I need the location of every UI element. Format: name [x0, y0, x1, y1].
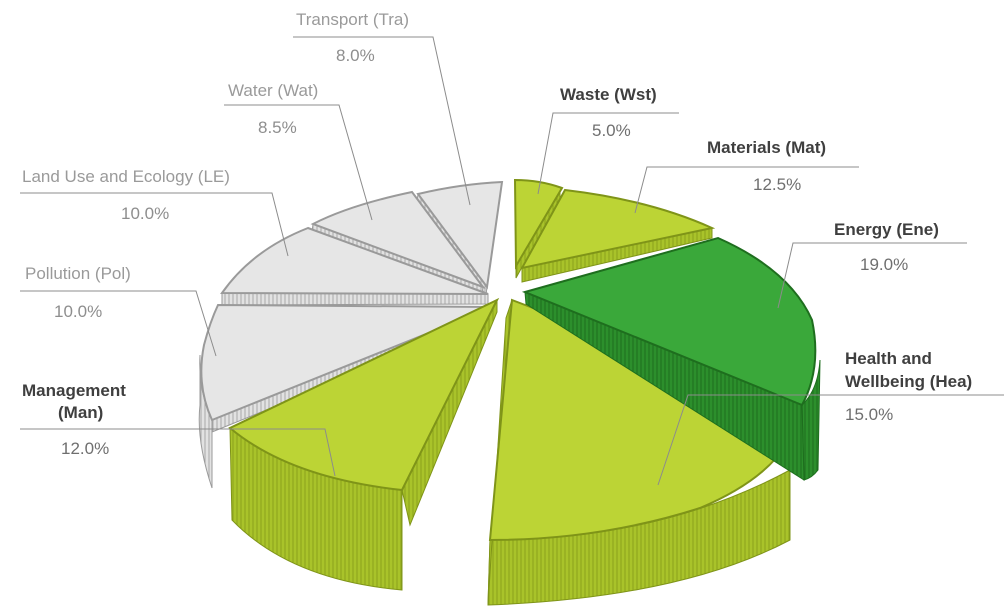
leader-land-use: [20, 192, 289, 257]
pie-top-energy: [521, 236, 817, 407]
value-materials: 12.5%: [753, 175, 801, 194]
value-pollution: 10.0%: [54, 302, 102, 321]
pie-slice-waste: [513, 178, 564, 279]
leader-waste: [537, 112, 679, 195]
value-management: 12.0%: [61, 439, 109, 458]
pie-slice-management: [228, 297, 500, 591]
label-materials: Materials (Mat): [707, 138, 826, 157]
pie-top-pollution: [200, 303, 494, 422]
pie-slice-land-use: [220, 226, 489, 306]
value-land-use: 10.0%: [121, 204, 169, 223]
pie-top-transport: [416, 180, 504, 290]
pie-top-materials: [520, 188, 716, 270]
value-health: 15.0%: [845, 405, 893, 424]
label-management-line1: Management: [22, 381, 126, 400]
pie-slice-materials: [520, 188, 716, 283]
pie-slice-energy: [521, 236, 821, 481]
pie-top-water: [310, 190, 486, 290]
leader-transport: [293, 36, 471, 206]
label-energy: Energy (Ene): [834, 220, 939, 239]
label-pollution: Pollution (Pol): [25, 264, 131, 283]
leader-health: [657, 394, 1004, 486]
label-transport: Transport (Tra): [296, 10, 409, 29]
value-water: 8.5%: [258, 118, 297, 137]
label-management-line2: (Man): [58, 403, 103, 422]
value-transport: 8.0%: [336, 46, 375, 65]
label-health-line2: Wellbeing (Hea): [845, 372, 972, 391]
value-waste: 5.0%: [592, 121, 631, 140]
label-waste: Waste (Wst): [560, 85, 657, 104]
leader-materials: [634, 166, 859, 214]
label-water: Water (Wat): [228, 81, 318, 100]
leader-energy: [777, 242, 967, 309]
leader-pollution: [20, 290, 217, 357]
label-health-line1: Health and: [845, 349, 932, 368]
leader-management: [20, 428, 336, 477]
pie-top-management: [228, 297, 500, 492]
label-land-use: Land Use and Ecology (LE): [22, 167, 230, 186]
pie-top-land-use: [220, 226, 489, 295]
value-energy: 19.0%: [860, 255, 908, 274]
leader-water: [224, 104, 373, 221]
pie-top-waste: [513, 178, 564, 270]
